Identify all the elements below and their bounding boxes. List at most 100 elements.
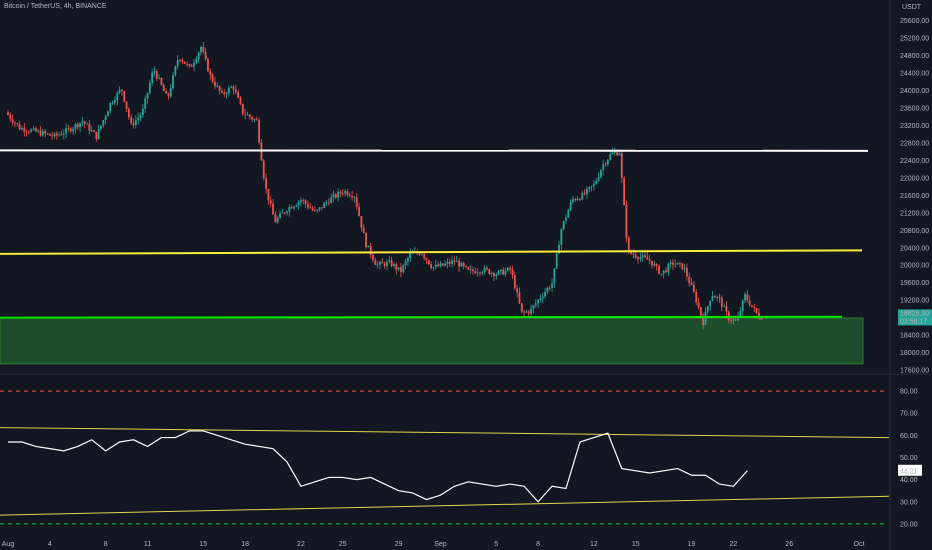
candle xyxy=(588,186,591,189)
candle xyxy=(355,196,358,207)
candle xyxy=(21,127,23,130)
candle xyxy=(304,200,307,204)
candle xyxy=(320,207,323,209)
candle xyxy=(590,186,593,187)
candle xyxy=(623,178,626,206)
candle xyxy=(162,84,165,91)
candle xyxy=(372,255,374,261)
candle xyxy=(648,259,651,261)
candle xyxy=(69,128,72,132)
candle xyxy=(744,294,746,301)
candle xyxy=(644,255,646,257)
candle xyxy=(567,209,570,218)
price-tick-label: 24800.00 xyxy=(900,53,929,60)
candle xyxy=(397,267,400,270)
candle xyxy=(30,129,33,132)
candle xyxy=(632,253,635,255)
x-tick-label: Sep xyxy=(434,541,447,548)
candle xyxy=(509,267,512,270)
candle xyxy=(583,192,586,195)
candle xyxy=(581,192,584,200)
candle xyxy=(497,271,500,275)
candle xyxy=(251,117,254,120)
candle xyxy=(255,119,258,121)
candle xyxy=(386,262,388,267)
candle xyxy=(479,272,481,274)
candle xyxy=(513,275,516,289)
candle xyxy=(746,294,749,301)
x-tick-label: 12 xyxy=(590,541,598,548)
candle xyxy=(395,264,398,270)
candle xyxy=(337,191,340,198)
candle xyxy=(674,264,677,266)
candle xyxy=(423,254,426,258)
candle xyxy=(309,207,312,209)
price-tick-label: 22000.00 xyxy=(900,175,929,182)
candle xyxy=(725,305,728,312)
candle xyxy=(604,164,607,165)
candle xyxy=(307,203,309,208)
price-tick-label: 22800.00 xyxy=(900,140,929,147)
candle xyxy=(516,288,519,293)
candle xyxy=(46,133,49,135)
candle xyxy=(579,199,581,200)
candle xyxy=(155,71,158,79)
candle xyxy=(151,72,154,83)
x-tick-label: 18 xyxy=(241,541,249,548)
candle xyxy=(55,133,58,136)
price-tick-label: 20000.00 xyxy=(900,263,929,270)
candle xyxy=(339,191,342,194)
x-tick-label: 8 xyxy=(104,541,108,548)
candle xyxy=(748,300,751,306)
candle xyxy=(553,268,556,284)
candle xyxy=(83,121,86,124)
candle xyxy=(253,119,256,121)
candle xyxy=(190,65,193,67)
candle xyxy=(569,201,572,210)
candle xyxy=(102,120,105,126)
candle xyxy=(527,311,530,314)
candle xyxy=(488,269,491,274)
price-tick-label: 22400.00 xyxy=(900,158,929,165)
candle xyxy=(344,191,347,194)
candle xyxy=(706,306,709,312)
candle xyxy=(704,311,707,325)
candle xyxy=(713,295,716,298)
candle xyxy=(407,258,409,262)
candle xyxy=(144,98,147,109)
candle xyxy=(51,135,54,137)
candle xyxy=(641,255,644,258)
candle xyxy=(683,268,686,270)
candle xyxy=(609,154,612,160)
last-price-label: 18826.90 xyxy=(900,310,929,317)
candle xyxy=(351,196,353,198)
price-tick-label: 17600.00 xyxy=(900,368,929,375)
x-tick-label: Oct xyxy=(854,541,865,548)
osc-tick-label: 20.00 xyxy=(900,521,918,528)
candle xyxy=(360,216,363,228)
candle xyxy=(65,128,68,134)
candle xyxy=(730,320,732,321)
candle xyxy=(586,188,588,195)
candle xyxy=(755,308,758,313)
candle xyxy=(709,300,712,307)
candle xyxy=(444,263,446,266)
countdown-label: 03:58:17 xyxy=(900,318,927,325)
candle xyxy=(37,130,40,132)
candle xyxy=(93,130,95,132)
candle xyxy=(758,312,760,319)
candle xyxy=(14,122,16,124)
candle xyxy=(174,66,177,75)
candle xyxy=(211,74,214,82)
candle xyxy=(274,214,277,223)
support-green-line xyxy=(0,315,843,319)
candle xyxy=(483,267,486,272)
x-tick-label: 26 xyxy=(785,541,793,548)
candle xyxy=(137,117,140,121)
last-price-badge xyxy=(898,309,932,326)
resistance-yellow-line xyxy=(0,249,863,255)
candle xyxy=(7,112,9,116)
candle xyxy=(41,131,44,136)
